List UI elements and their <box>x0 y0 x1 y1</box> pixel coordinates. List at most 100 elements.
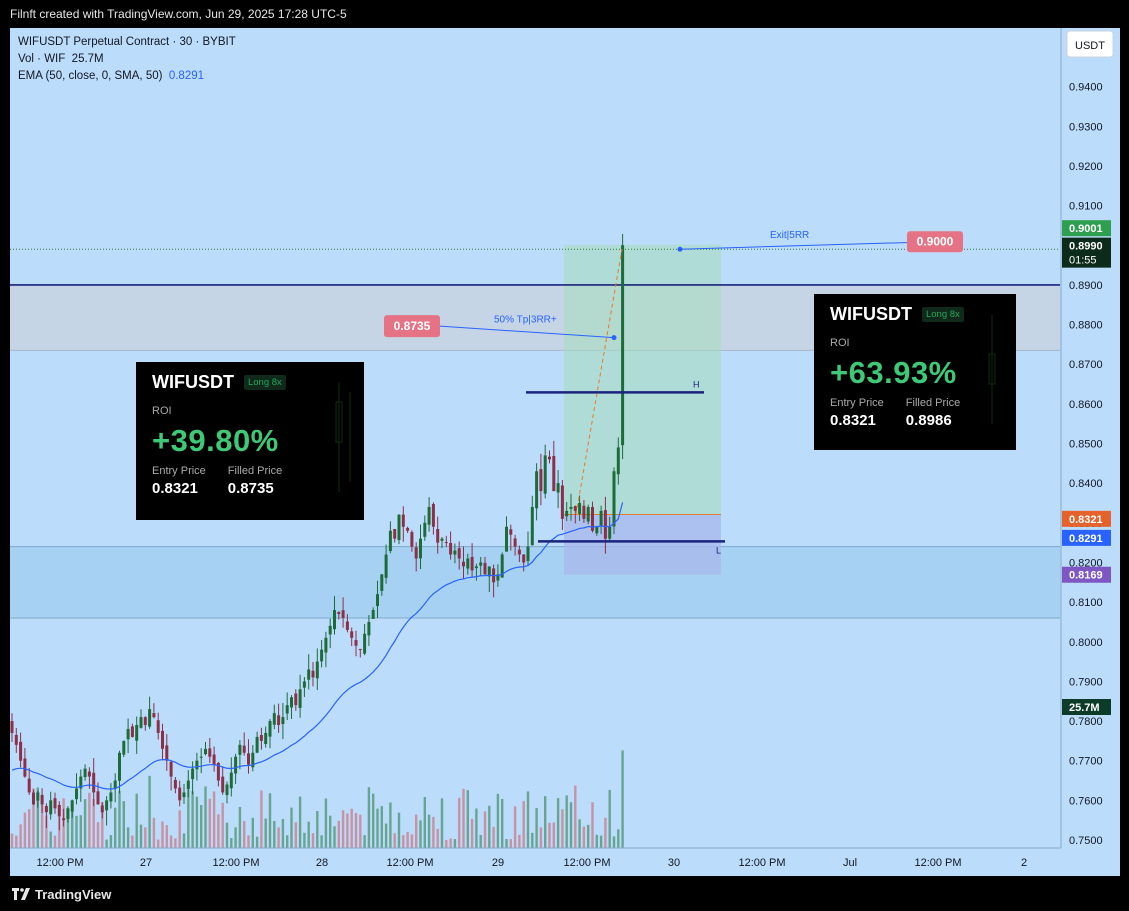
volume-bar <box>105 839 108 848</box>
price-tick-label: 0.8500 <box>1069 439 1103 451</box>
candle-body <box>14 734 18 745</box>
volume-bar <box>591 802 594 848</box>
candle-body <box>195 760 199 770</box>
candle-body <box>212 754 216 765</box>
entry-price-value: 0.8321 <box>152 480 198 497</box>
volume-bar <box>449 838 452 848</box>
entry-price-value: 0.8321 <box>830 412 876 429</box>
volume-bar <box>75 815 78 848</box>
tradingview-logo[interactable]: TradingView <box>12 886 111 902</box>
candle-body <box>70 800 74 812</box>
volume-bar <box>144 827 147 848</box>
tp-label: 50% Tp|3RR+ <box>494 315 557 326</box>
candle-body <box>49 800 53 815</box>
candle-body <box>401 514 405 527</box>
exit-label: Exit|5RR <box>770 230 809 241</box>
volume-bar <box>92 798 95 848</box>
volume-bar <box>45 815 48 848</box>
candle-body <box>440 538 444 541</box>
volume-bar <box>544 796 547 848</box>
volume-bar <box>458 797 461 848</box>
time-tick-label: 28 <box>316 857 328 869</box>
volume-bar <box>230 838 233 848</box>
volume-bar <box>384 823 388 848</box>
volume-bar <box>195 796 199 848</box>
tradingview-brand: TradingView <box>35 886 112 902</box>
price-tick-label: 0.8000 <box>1069 637 1103 649</box>
entry-price-tag-text: 0.8321 <box>1069 514 1103 526</box>
card-candle-decoration <box>335 382 351 492</box>
filled-price-label: Filled Price <box>227 465 283 477</box>
volume-bar <box>608 789 611 848</box>
candle-body <box>431 504 435 527</box>
candle-body <box>487 566 491 577</box>
candle-body <box>152 713 156 718</box>
last-price-tag-countdown: 01:55 <box>1069 255 1097 267</box>
volume-bar <box>427 814 431 848</box>
candle-body <box>341 610 345 618</box>
candle-body <box>44 806 48 813</box>
candle-body <box>539 469 543 492</box>
volume-bar <box>32 788 35 848</box>
candle-body <box>591 507 594 531</box>
candle-body <box>96 791 100 805</box>
volume-bar <box>569 802 573 848</box>
volume-bar <box>101 802 104 848</box>
volume-bar <box>552 822 555 848</box>
volume-bar <box>466 790 469 848</box>
volume-bar <box>505 839 508 848</box>
volume-bar <box>182 833 186 848</box>
time-tick-label: 12:00 PM <box>914 857 961 869</box>
candle-body <box>251 752 255 768</box>
candle-body <box>10 721 14 733</box>
volume-bar <box>268 793 272 848</box>
candle-body <box>32 792 35 805</box>
volume-bar <box>470 818 474 848</box>
volume-bar <box>15 835 18 848</box>
card-symbol: WIFUSDT <box>152 372 234 392</box>
candle-body <box>208 748 212 757</box>
volume-bar <box>599 835 603 848</box>
candle-body <box>358 648 362 650</box>
currency-button[interactable] <box>1066 30 1114 58</box>
volume-bar <box>617 829 620 848</box>
time-tick-label: 30 <box>668 857 680 869</box>
candle-body <box>444 542 448 544</box>
volume-bar <box>200 805 203 848</box>
volume-bar <box>346 813 349 848</box>
candle-body <box>410 532 414 547</box>
volume-bar <box>501 798 504 848</box>
price-axis[interactable]: USDT0.94000.93000.92000.91000.90000.8900… <box>1060 28 1120 876</box>
candle-body <box>315 661 319 679</box>
volume-bar <box>212 791 216 848</box>
volume-bar <box>509 839 512 848</box>
volume-bar <box>277 827 280 848</box>
exit-price-text: 0.9000 <box>917 234 954 248</box>
volume-bar <box>273 821 276 848</box>
price-tick-label: 0.9100 <box>1069 201 1103 213</box>
volume-bar <box>316 810 319 848</box>
candle-body <box>148 709 152 727</box>
volume-bar <box>311 833 315 848</box>
time-axis[interactable]: 12:00 PM 27 12:00 PM 28 12:00 PM 29 12:00 PM 30… <box>10 847 1120 876</box>
candle-body <box>414 547 418 559</box>
volume-bar <box>621 750 624 848</box>
legend-vol-label: Vol · WIF <box>18 53 66 65</box>
volume-bar <box>96 822 100 848</box>
candle-body <box>371 610 375 619</box>
volume-bar <box>483 811 487 848</box>
volume-bar <box>419 820 422 848</box>
entry-price-tag-bg <box>1062 510 1111 527</box>
volume-bar <box>264 818 267 848</box>
candle-body <box>199 756 203 758</box>
volume-bar <box>303 832 306 848</box>
volume-bar <box>255 836 259 848</box>
volume-bar <box>320 835 323 848</box>
price-tick-label: 0.9300 <box>1069 121 1103 133</box>
candle-body <box>578 502 582 514</box>
volume-bar <box>71 802 74 848</box>
ema-price-tag-bg <box>1062 529 1111 546</box>
volume-bar <box>522 801 525 848</box>
roi-card-left: WIFUSDT Long 8x ROI +39.80% Entry Price 0.… <box>136 362 364 520</box>
volume-bar <box>393 833 396 848</box>
